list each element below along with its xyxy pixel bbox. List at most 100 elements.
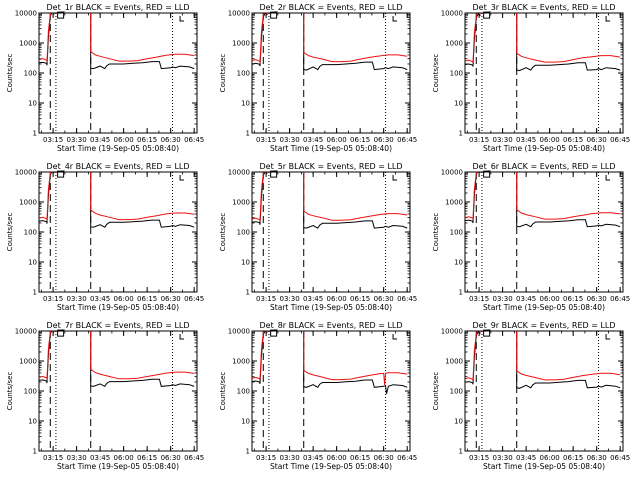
x-tick-label: 06:30: [374, 136, 394, 144]
chart-panel-6: Det_6r BLACK = Events, RED = LLD 1 10 100 10…: [432, 162, 630, 312]
x-tick-label: 03:45: [516, 454, 536, 462]
x-tick-label: 06:30: [374, 295, 394, 303]
x-tick-label: 03:30: [493, 136, 513, 144]
y-tick-label: 10: [454, 259, 463, 267]
x-tick-label: 06:00: [327, 454, 347, 462]
chart-panel-2: Det_2r BLACK = Events, RED = LLD 1 10 100 10…: [219, 3, 417, 153]
y-tick-label: 1000: [445, 199, 463, 207]
y-tick-label: 1: [459, 130, 463, 138]
x-axis-label: Start Time (19-Sep-05 05:08:40): [57, 462, 179, 471]
x-tick-label: 06:45: [610, 136, 630, 144]
y-axis-label: Counts/sec: [6, 372, 14, 411]
x-tick-label: 03:30: [67, 136, 87, 144]
y-tick-label: 1000: [445, 40, 463, 48]
y-tick-label: 10: [28, 418, 37, 426]
y-axis-label: Counts/sec: [219, 213, 227, 252]
x-axis-label: Start Time (19-Sep-05 05:08:40): [270, 462, 392, 471]
x-tick-label: 06:00: [327, 136, 347, 144]
y-axis-label: Counts/sec: [432, 372, 440, 411]
y-tick-label: 100: [237, 229, 250, 237]
x-tick-label: 06:45: [397, 454, 417, 462]
x-tick-label: 06:30: [587, 136, 607, 144]
x-tick-label: 06:45: [184, 136, 204, 144]
y-tick-label: 1000: [19, 358, 37, 366]
x-tick-label: 03:15: [256, 454, 276, 462]
plot-frame: [464, 12, 624, 134]
marker-corner: [392, 16, 398, 22]
y-tick-label: 10000: [441, 328, 463, 336]
x-tick-label: 03:15: [43, 454, 63, 462]
x-tick-label: 03:30: [493, 454, 513, 462]
y-tick-label: 10: [241, 100, 250, 108]
y-tick-label: 10: [28, 259, 37, 267]
x-tick-label: 06:30: [161, 454, 181, 462]
x-tick-label: 06:30: [587, 454, 607, 462]
marker-corner: [605, 175, 611, 181]
marker-corner: [392, 334, 398, 340]
x-tick-label: 03:15: [469, 454, 489, 462]
chart-panel-5: Det_5r BLACK = Events, RED = LLD 1 10 100 10…: [219, 162, 417, 312]
x-tick-label: 06:15: [563, 454, 583, 462]
x-tick-label: 06:15: [137, 295, 157, 303]
marker-corner: [179, 16, 185, 22]
y-tick-label: 1: [459, 289, 463, 297]
x-tick-label: 03:15: [43, 136, 63, 144]
x-tick-label: 03:45: [90, 295, 110, 303]
marker-box: [57, 329, 65, 337]
y-tick-label: 10000: [441, 10, 463, 18]
x-tick-label: 06:30: [161, 295, 181, 303]
x-tick-label: 06:15: [563, 295, 583, 303]
x-tick-label: 06:45: [397, 136, 417, 144]
y-axis-label: Counts/sec: [219, 54, 227, 93]
y-tick-label: 1: [246, 448, 250, 456]
x-tick-label: 03:15: [256, 136, 276, 144]
y-tick-label: 1: [246, 289, 250, 297]
series-line-lld: [39, 13, 195, 64]
y-tick-label: 10: [241, 418, 250, 426]
marker-corner: [605, 16, 611, 22]
y-tick-label: 100: [237, 70, 250, 78]
y-tick-label: 10000: [15, 169, 37, 177]
marker-box: [270, 170, 278, 178]
series-line-lld: [39, 172, 195, 222]
y-tick-label: 10: [28, 100, 37, 108]
y-tick-label: 10000: [15, 328, 37, 336]
x-axis-label: Start Time (19-Sep-05 05:08:40): [57, 144, 179, 153]
y-tick-label: 100: [24, 388, 37, 396]
plot-frame: [38, 12, 198, 134]
series-line-lld: [252, 13, 408, 65]
x-tick-label: 06:45: [184, 454, 204, 462]
marker-box: [483, 11, 491, 19]
x-tick-label: 03:45: [90, 454, 110, 462]
chart-panel-7: Det_7r BLACK = Events, RED = LLD 1 10 100 10…: [6, 321, 204, 471]
x-tick-label: 06:45: [184, 295, 204, 303]
y-tick-label: 1: [246, 130, 250, 138]
plot-frame: [464, 330, 624, 452]
plot-frame: [251, 171, 411, 293]
x-tick-label: 06:45: [397, 295, 417, 303]
y-tick-label: 1000: [19, 199, 37, 207]
x-tick-label: 06:00: [114, 295, 134, 303]
x-tick-label: 06:15: [350, 136, 370, 144]
x-tick-label: 03:15: [469, 136, 489, 144]
x-tick-label: 06:15: [137, 136, 157, 144]
panel-title: Det_6r BLACK = Events, RED = LLD: [472, 162, 615, 171]
x-axis-label: Start Time (19-Sep-05 05:08:40): [483, 303, 605, 312]
y-tick-label: 1000: [445, 358, 463, 366]
x-tick-label: 06:00: [114, 454, 134, 462]
y-axis-label: Counts/sec: [432, 54, 440, 93]
x-tick-label: 03:30: [280, 454, 300, 462]
marker-box: [483, 329, 491, 337]
series-line-lld: [252, 172, 408, 223]
marker-box: [270, 329, 278, 337]
y-tick-label: 1: [33, 130, 37, 138]
marker-box: [483, 170, 491, 178]
chart-panel-3: Det_3r BLACK = Events, RED = LLD 1 10 100 10…: [432, 3, 630, 153]
y-tick-label: 1000: [232, 358, 250, 366]
y-tick-label: 10000: [228, 10, 250, 18]
x-tick-label: 03:45: [90, 136, 110, 144]
y-tick-label: 100: [24, 70, 37, 78]
y-tick-label: 10: [454, 100, 463, 108]
y-tick-label: 1: [459, 448, 463, 456]
